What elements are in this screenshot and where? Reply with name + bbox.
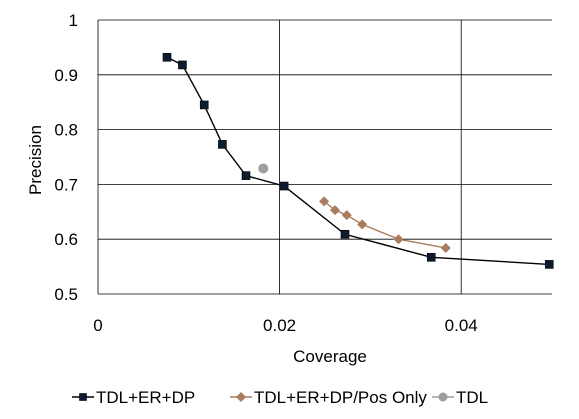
- data-point-diamond: [329, 205, 340, 216]
- series-1: [319, 196, 451, 253]
- y-tick-label: 0.6: [54, 230, 78, 249]
- data-point-circle: [258, 163, 269, 174]
- y-axis-title: Precision: [26, 125, 45, 195]
- series-layer: [162, 52, 554, 269]
- legend: TDL+ER+DP TDL+ER+DP/Pos Only TDL: [72, 388, 488, 407]
- data-point-diamond: [393, 234, 404, 245]
- data-point-square: [544, 260, 554, 269]
- legend-marker-diamond: [236, 392, 246, 402]
- series-0: [162, 52, 554, 269]
- axes: [97, 20, 552, 295]
- x-tick-label: 0.02: [263, 316, 296, 335]
- data-point-square: [178, 60, 187, 70]
- data-point-diamond: [440, 242, 451, 253]
- legend-label-tdl: TDL: [456, 388, 488, 407]
- legend-marker-square: [79, 393, 87, 401]
- y-tick-label: 0.5: [54, 285, 78, 304]
- legend-marker-circle: [438, 392, 448, 402]
- data-point-square: [241, 171, 251, 180]
- data-point-square: [279, 181, 289, 191]
- x-tick-label: 0.04: [445, 316, 478, 335]
- data-point-square: [162, 52, 172, 62]
- y-tick-label: 0.8: [54, 121, 78, 140]
- legend-label-pos-only: TDL+ER+DP/Pos Only: [254, 388, 427, 407]
- y-tick-label: 1: [69, 11, 78, 30]
- data-point-diamond: [341, 210, 352, 221]
- data-point-square: [199, 100, 209, 110]
- data-point-square: [218, 140, 227, 149]
- series-2: [258, 163, 269, 174]
- gridlines: [98, 19, 552, 294]
- data-point-diamond: [357, 219, 368, 230]
- tick-labels: 0.5 0.6 0.7 0.8 0.9 1 0 0.02 0.04: [54, 11, 477, 335]
- data-point-square: [340, 229, 350, 239]
- y-tick-label: 0.9: [54, 66, 78, 85]
- data-point-diamond: [319, 196, 330, 207]
- legend-label-tdl-er-dp: TDL+ER+DP: [96, 388, 195, 407]
- y-tick-label: 0.7: [54, 175, 78, 194]
- x-axis-title: Coverage: [293, 347, 367, 366]
- data-point-square: [426, 252, 436, 262]
- x-tick-label: 0: [93, 316, 102, 335]
